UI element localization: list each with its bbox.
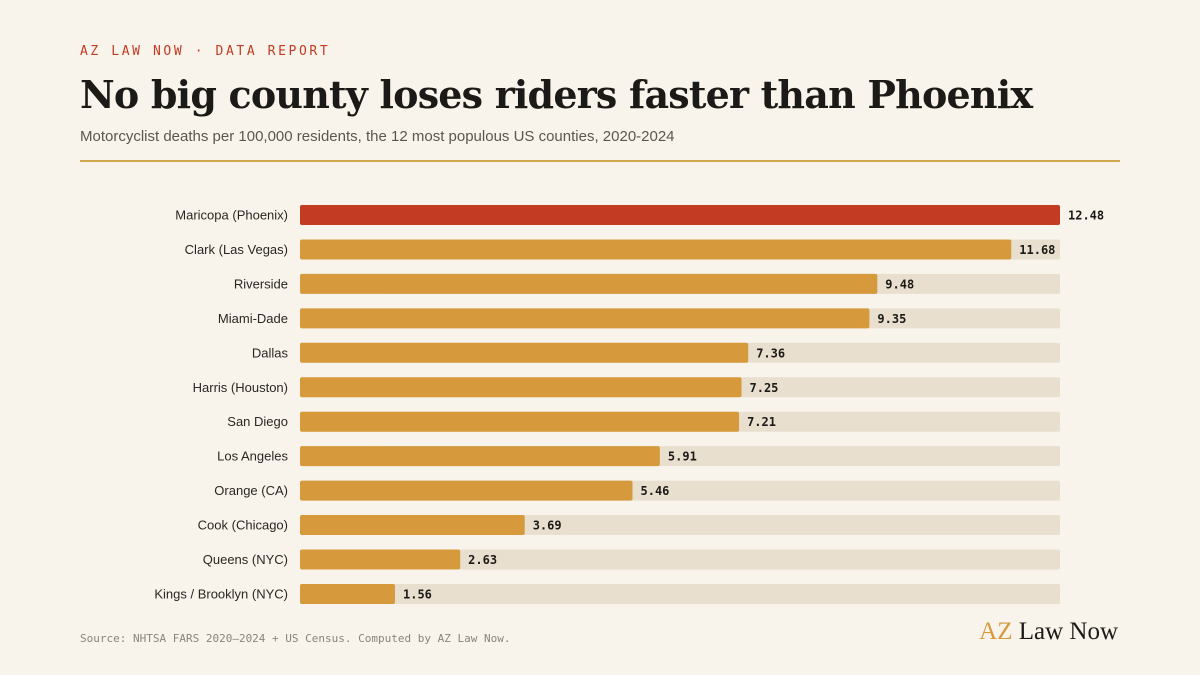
bar-track (300, 583, 1060, 604)
bar (300, 273, 878, 294)
brand-accent: AZ (979, 618, 1013, 645)
data-label: 2.63 (468, 553, 497, 567)
category-label: Miami-Dade (218, 311, 288, 326)
category-label: Cook (Chicago) (198, 518, 288, 533)
chart-title: No big county loses riders faster than P… (80, 72, 1033, 117)
brand-logo: AZ Law Now (979, 618, 1118, 646)
data-label: 7.21 (747, 415, 776, 429)
kicker: AZ LAW NOW · DATA REPORT (80, 44, 331, 59)
data-label: 1.56 (403, 587, 432, 601)
category-label: Queens (NYC) (203, 552, 288, 567)
bar (300, 515, 525, 536)
bar (300, 549, 461, 570)
category-label: Maricopa (Phoenix) (175, 208, 288, 223)
data-label: 5.46 (641, 484, 670, 498)
data-label: 7.36 (756, 346, 785, 360)
bar (300, 239, 1012, 260)
brand-name: Law Now (1018, 618, 1118, 645)
bar (300, 205, 1060, 225)
bar (300, 446, 660, 467)
bar (300, 377, 742, 398)
bar (300, 342, 749, 363)
category-label: Dallas (252, 345, 289, 360)
data-label: 5.91 (668, 450, 697, 464)
data-label: 7.25 (750, 381, 779, 395)
data-label: 9.35 (877, 312, 906, 326)
bar (300, 308, 870, 329)
data-label: 3.69 (533, 519, 562, 533)
header-divider (80, 160, 1120, 162)
category-label: Harris (Houston) (193, 380, 288, 395)
data-label: 12.48 (1068, 209, 1104, 223)
bar-track (300, 549, 1060, 570)
category-label: San Diego (227, 414, 288, 429)
bar (300, 480, 633, 501)
category-label: Clark (Las Vegas) (185, 242, 288, 257)
data-label: 9.48 (885, 277, 914, 291)
category-label: Orange (CA) (214, 483, 288, 498)
chart-subtitle: Motorcyclist deaths per 100,000 resident… (80, 128, 675, 145)
bar (300, 583, 395, 604)
category-label: Kings / Brooklyn (NYC) (154, 586, 288, 601)
category-label: Riverside (234, 276, 288, 291)
data-label: 11.68 (1019, 243, 1055, 257)
source-note: Source: NHTSA FARS 2020–2024 + US Census… (80, 632, 511, 645)
bar (300, 411, 740, 432)
category-label: Los Angeles (217, 449, 288, 464)
